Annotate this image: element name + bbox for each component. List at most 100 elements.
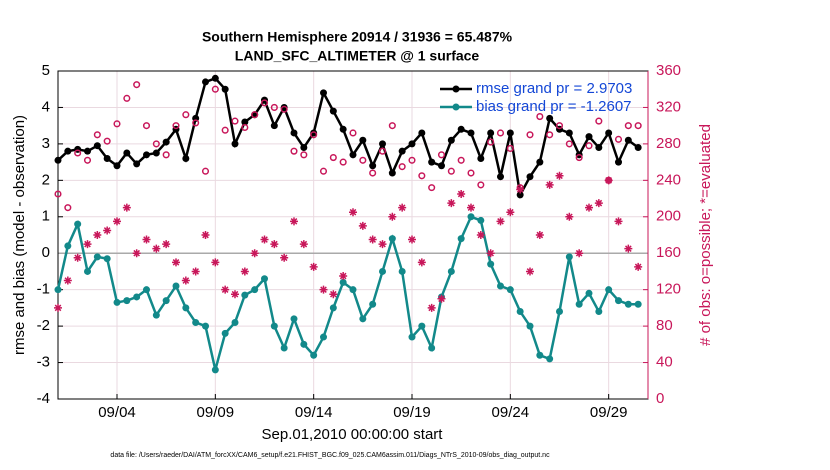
data-point [241,291,249,299]
data-point [182,154,190,162]
data-point [142,235,151,244]
data-point [280,103,288,111]
data-point [565,140,573,148]
data-point [437,294,446,303]
data-point [359,156,367,164]
data-point [122,203,131,212]
data-point [398,163,406,171]
data-point [261,275,268,283]
y2-tick-label: 320 [656,98,681,115]
y2-tick-label: 360 [656,62,681,79]
data-point [221,285,230,294]
data-point [64,242,72,250]
data-point [418,322,426,330]
legend-label: rmse grand pr = 2.9703 [476,80,632,97]
data-point [103,255,111,263]
data-point [388,122,396,130]
data-point [172,282,180,290]
data-point [536,351,544,359]
data-point [63,276,72,285]
data-point [74,220,82,228]
data-point [231,318,239,326]
data-point [339,158,347,166]
data-point [615,297,622,305]
data-point [280,105,288,113]
data-point [231,117,239,125]
data-point [457,190,466,198]
data-point [182,111,190,119]
data-point [300,151,308,159]
data-point [143,151,150,159]
data-point [447,167,455,175]
data-point [162,151,170,159]
data-point [487,260,495,268]
data-point [310,131,318,139]
data-point [93,253,101,261]
data-point [192,119,200,127]
legend-marker [452,103,460,111]
data-point [526,267,534,276]
data-point [113,298,121,306]
data-point [64,147,72,155]
data-point [497,173,504,181]
data-point [418,172,426,180]
legend-marker [452,85,460,93]
data-point [477,181,485,189]
data-point [388,169,396,177]
data-point [270,122,278,130]
data-point [329,304,337,312]
data-point [290,129,298,137]
data-point [467,203,475,212]
data-point [438,162,445,170]
data-point [506,144,514,152]
y-tick-label: 1 [42,208,50,225]
data-point [546,131,554,139]
data-point [280,253,289,262]
data-point [113,120,121,128]
data-point [191,267,200,276]
legend-label: bias grand pr = -1.2607 [476,98,632,115]
data-point [408,333,416,341]
data-point [378,147,387,155]
data-point [290,315,298,323]
data-point [349,286,357,294]
data-point [368,235,377,244]
data-point [202,78,209,86]
data-point [447,136,455,144]
data-point [418,129,426,137]
y-tick-label: -1 [37,281,50,298]
data-point [319,167,328,175]
data-point [555,171,564,180]
data-point [103,137,111,145]
data-point [388,212,397,221]
y2-tick-label: 280 [656,135,681,152]
data-point [447,267,455,275]
data-point [486,249,495,258]
data-point [575,249,584,258]
data-point [605,286,613,294]
data-point [221,85,229,93]
data-point [349,151,357,159]
data-point [536,113,544,121]
data-point [54,190,62,198]
data-point [181,276,190,285]
data-point [152,311,160,319]
data-point [123,297,131,305]
data-point [329,107,337,115]
data-point [231,140,239,148]
data-point [585,142,593,150]
data-point [221,126,229,134]
data-point [487,138,495,146]
data-point [54,303,62,312]
data-point [201,167,210,175]
data-point [231,290,239,299]
data-point [615,158,622,166]
data-point [398,147,406,155]
data-point [359,315,367,323]
data-point [359,136,367,144]
data-point [496,217,505,226]
data-point [349,129,357,137]
data-point [83,156,92,164]
data-point [378,240,387,249]
y-axis-label: rmse and bias (model - observation) [11,115,28,355]
